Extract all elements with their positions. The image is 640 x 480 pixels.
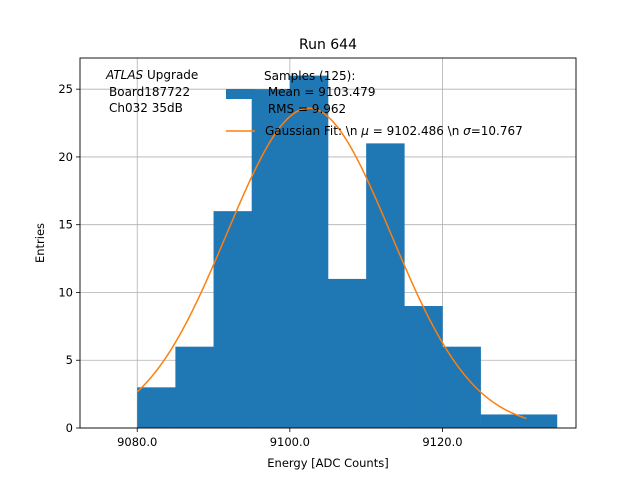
- histogram-bars: [137, 75, 558, 429]
- histogram-bar-5: [328, 278, 367, 428]
- x-axis-label: Energy [ADC Counts]: [267, 456, 388, 470]
- chart-title: Run 644: [299, 37, 357, 53]
- x-axis-ticks: 9080.0 9100.0 9120.0: [117, 428, 463, 449]
- y-tick-label-4: 20: [58, 150, 73, 164]
- annotation-line-2: Board187722: [109, 85, 190, 99]
- y-axis-label: Entries: [33, 223, 47, 263]
- legend-hist-line-2: Mean = 9103.479: [264, 85, 375, 99]
- x-tick-label-1: 9100.0: [270, 435, 310, 449]
- annotation-atlas: ATLAS: [105, 68, 144, 82]
- y-tick-label-3: 15: [58, 218, 73, 232]
- histogram-bar-10: [518, 414, 558, 428]
- y-axis-ticks: 0 5 10 15 20 25: [58, 82, 80, 435]
- annotation-line-1: ATLAS Upgrade: [105, 68, 198, 82]
- legend-fit-prefix: Gaussian Fit: \n: [265, 124, 361, 138]
- histogram-bar-1: [175, 346, 214, 428]
- y-tick-label-5: 25: [58, 82, 73, 96]
- annotation-upgrade: Upgrade: [143, 68, 198, 82]
- x-tick-label-2: 9120.0: [422, 435, 462, 449]
- legend-fit-mu-symbol: μ: [360, 124, 369, 138]
- histogram-bar-0: [137, 387, 176, 428]
- gaussian-fit: [136, 107, 527, 420]
- legend-hist-line-3: RMS = 9.962: [264, 102, 346, 116]
- legend-hist-swatch: [226, 89, 255, 99]
- annotation-line-3: Ch032 35dB: [109, 101, 183, 115]
- histogram-bar-2: [213, 211, 252, 428]
- fit-curve: [136, 107, 527, 420]
- annotation: ATLAS Upgrade Board187722 Ch032 35dB: [105, 68, 198, 115]
- legend-fit-sigma-value: =10.767: [471, 124, 523, 138]
- histogram-bar-4: [289, 75, 329, 428]
- legend: Samples (125): Mean = 9103.479 RMS = 9.9…: [226, 69, 523, 138]
- histogram-bar-8: [442, 346, 481, 428]
- plot-frame: [79, 57, 577, 429]
- legend-fit-label: Gaussian Fit: \n μ = 9102.486 \n σ=10.76…: [265, 124, 523, 138]
- histogram-bar-6: [366, 143, 405, 428]
- y-tick-label-0: 0: [66, 421, 73, 435]
- legend-fit-sigma-symbol: σ: [463, 124, 471, 138]
- x-tick-label-0: 9080.0: [117, 435, 157, 449]
- histogram-bar-7: [404, 306, 443, 428]
- legend-hist-line-1: Samples (125):: [264, 69, 355, 83]
- y-tick-label-1: 5: [66, 353, 73, 367]
- histogram-bar-9: [480, 414, 520, 428]
- y-tick-label-2: 10: [58, 285, 73, 299]
- legend-fit-mu-value: = 9102.486 \n: [369, 124, 463, 138]
- histogram-bar-3: [251, 89, 291, 429]
